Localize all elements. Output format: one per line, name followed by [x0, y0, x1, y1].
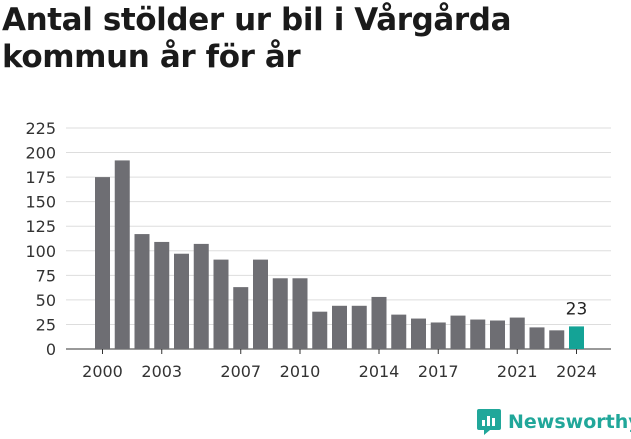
bar-2014 [371, 296, 387, 349]
brand-name: Newsworthy [508, 411, 631, 433]
y-tick-label: 100 [25, 242, 56, 261]
bar-2011 [312, 311, 328, 349]
bar-2022 [529, 327, 545, 349]
chart-title: Antal stölder ur bil i Vårgårda kommun å… [2, 2, 512, 75]
bar-2013 [351, 305, 367, 349]
x-axis: 2000 2003 2007 2010 2014 2017 2021 2024 [82, 349, 597, 381]
bar-2012 [332, 305, 347, 349]
x-tick-label: 2014 [359, 362, 400, 381]
y-tick-label: 75 [36, 266, 56, 285]
x-tick-label: 2007 [220, 362, 261, 381]
bar-2016 [411, 318, 426, 349]
y-tick-label: 25 [36, 315, 56, 334]
bar-2020 [490, 320, 505, 349]
bar-2009 [272, 278, 288, 349]
x-tick-label: 2010 [280, 362, 321, 381]
x-tick-label: 2024 [556, 362, 597, 381]
data-labels: 23 [566, 299, 588, 319]
x-tick-label: 2017 [418, 362, 459, 381]
bar-2010 [292, 278, 308, 349]
y-tick-label: 175 [25, 168, 56, 187]
y-tick-label: 225 [25, 119, 56, 138]
bars [95, 160, 584, 349]
bar-2019 [470, 319, 486, 349]
bar-2007 [233, 287, 249, 349]
bar-2006 [213, 259, 229, 349]
bar-2008 [253, 259, 268, 349]
bar-2018 [450, 315, 466, 349]
x-tick-label: 2021 [497, 362, 538, 381]
bar-2003 [154, 241, 170, 349]
y-tick-label: 0 [46, 340, 56, 359]
bar-2023 [549, 330, 565, 349]
bar-2015 [391, 314, 407, 349]
bar-2001 [114, 160, 130, 349]
bar-2017 [430, 322, 446, 349]
x-tick-label: 2003 [141, 362, 182, 381]
y-tick-label: 50 [36, 291, 56, 310]
bar-2024 [569, 326, 584, 349]
bar-2004 [174, 253, 189, 349]
bar-2000 [95, 177, 110, 349]
y-tick-label: 200 [25, 144, 56, 163]
y-axis: 0 25 50 75 100 125 150 175 200 225 [25, 119, 56, 359]
data-label-highlight: 23 [566, 299, 588, 319]
x-tick-label: 2000 [82, 362, 123, 381]
y-tick-label: 125 [25, 217, 56, 236]
y-tick-label: 150 [25, 193, 56, 212]
newsworthy-icon [477, 409, 501, 435]
newsworthy-logo: Newsworthy [476, 406, 631, 438]
bar-2021 [509, 317, 525, 349]
bar-2005 [193, 243, 209, 349]
bar-2002 [134, 234, 150, 349]
